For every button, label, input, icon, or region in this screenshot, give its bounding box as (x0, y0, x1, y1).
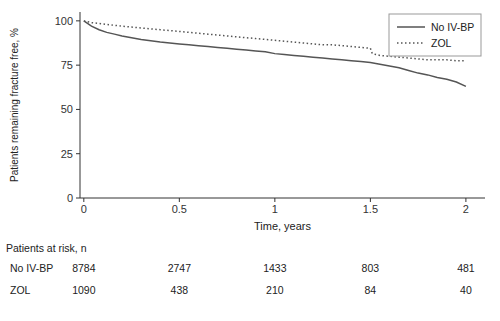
y-tick-label: 25 (61, 148, 73, 160)
risk-header: Patients at risk, n (6, 242, 87, 254)
risk-row-label: ZOL (10, 284, 31, 296)
legend-label: ZOL (431, 37, 452, 49)
y-tick-label: 100 (55, 15, 73, 27)
legend-swatch (397, 26, 425, 28)
y-tick (76, 109, 80, 110)
risk-count: 84 (365, 284, 377, 296)
x-tick-label: 1.5 (363, 203, 378, 215)
risk-count: 40 (460, 284, 472, 296)
risk-row-label: No IV-BP (10, 262, 53, 274)
x-axis (80, 198, 485, 199)
x-tick-label: 0.5 (172, 203, 187, 215)
legend-label: No IV-BP (431, 21, 474, 33)
risk-count: 1433 (263, 262, 287, 274)
x-tick-label: 2 (463, 203, 469, 215)
x-tick (83, 198, 84, 202)
risk-count: 2747 (168, 262, 192, 274)
risk-count: 438 (171, 284, 189, 296)
y-tick (76, 153, 80, 154)
risk-count: 8784 (72, 262, 96, 274)
x-tick-label: 0 (81, 203, 87, 215)
y-tick-label: 0 (67, 192, 73, 204)
risk-count: 803 (362, 262, 380, 274)
y-axis (80, 12, 81, 198)
x-tick (465, 198, 466, 202)
legend-box (389, 14, 481, 56)
y-tick-label: 50 (61, 103, 73, 115)
x-tick-label: 1 (272, 203, 278, 215)
x-axis-label: Time, years (254, 220, 312, 232)
legend: No IV-BP ZOL (389, 14, 481, 56)
risk-count: 210 (266, 284, 284, 296)
y-axis-label: Patients remaining fracture free, % (9, 28, 20, 182)
y-tick (76, 65, 80, 66)
legend-swatch (397, 42, 425, 44)
risk-count: 481 (457, 262, 475, 274)
chart: 0 0.5 1 1.5 2 0 25 50 75 100 Time, years Patients r… (0, 0, 500, 321)
risk-table: Patients at risk, n No IV-BP 8784 2747 1433 8… (6, 242, 475, 296)
x-tick (274, 198, 275, 202)
y-tick (76, 198, 80, 199)
y-tick-label: 75 (61, 59, 73, 71)
risk-count: 1090 (72, 284, 96, 296)
x-tick (370, 198, 371, 202)
x-tick (179, 198, 180, 202)
y-tick (76, 20, 80, 21)
